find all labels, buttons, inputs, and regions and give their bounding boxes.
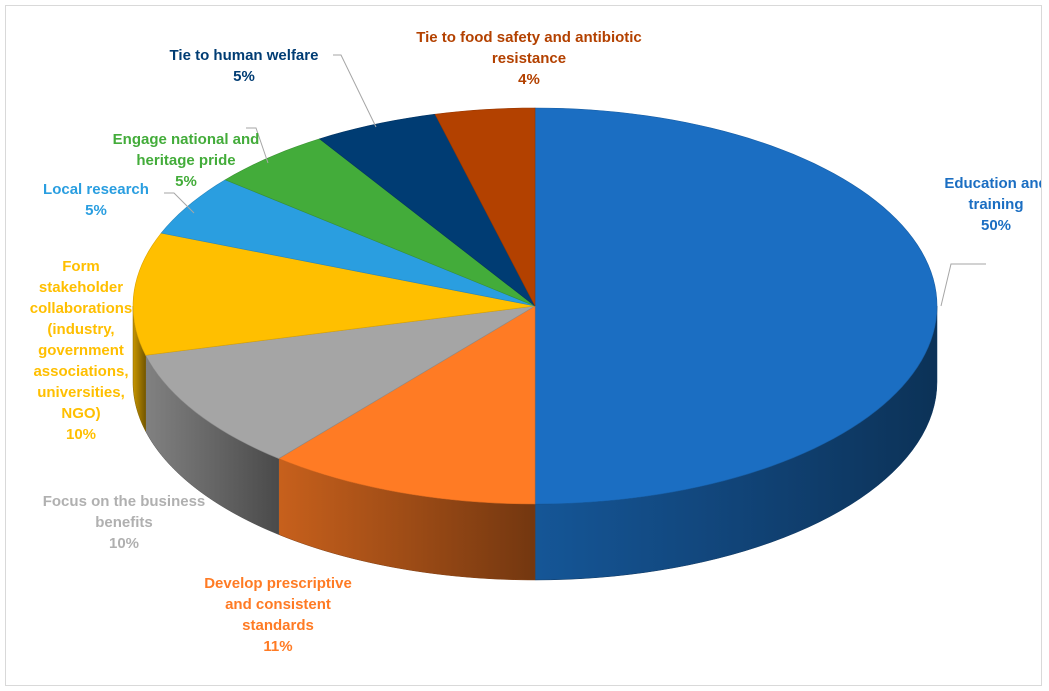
pie-slice-tie-to-food-safety-and-antibiotic-resistance [434,107,536,307]
slice-label-local-research: Local research 5% [43,181,149,219]
slice-labels: Education and training 50% Develop prescrip… [30,29,1042,655]
slice-label-line: resistance [492,50,566,67]
slice-label-line: universities, [37,384,125,401]
slice-label-line: Tie to food safety and antibiotic [416,29,642,46]
leader-line-education-and-training [940,263,986,307]
slice-label-line: Local research [43,181,149,198]
slice-label-line: (industry, [47,321,114,338]
slice-label-tie-to-human-welfare: Tie to human welfare 5% [170,47,319,85]
pie-slice-focus-on-the-business-benefits [145,305,536,459]
pie-slice-develop-prescriptive-and-consistent-standards [278,305,536,505]
slice-label-line: Engage national and [113,131,260,148]
pie-chart: Education and training 50% Develop prescrip… [30,29,1042,655]
pie-tops [132,107,938,505]
slice-label-form-stakeholder-collaborations-industry-government-associations-universities-ngo: Form stakeholder collaborations (industry, g… [30,258,133,443]
slice-label-education-and-training: Education and training 50% [944,175,1042,234]
slice-percent: 10% [109,535,139,552]
slice-label-line: Tie to human welfare [170,47,319,64]
slice-label-tie-to-food-safety-and-antibiotic-resistance: Tie to food safety and antibiotic resista… [416,29,642,88]
slice-label-line: standards [242,617,314,634]
slice-percent: 5% [85,202,107,219]
slice-label-line: NGO) [61,405,100,422]
slice-label-line: Focus on the business [43,493,206,510]
pie-slice-local-research [160,179,536,307]
slice-label-focus-on-the-business-benefits: Focus on the business benefits 10% [43,493,206,552]
pie-slice-tie-to-human-welfare [318,113,536,307]
leader-line-local-research [164,192,195,214]
slice-label-develop-prescriptive-and-consistent-standards: Develop prescriptive and consistent standa… [204,575,352,655]
slice-percent: 10% [66,426,96,443]
slice-label-line: and consistent [225,596,331,613]
pie-slice-education-and-training [534,107,938,505]
slice-label-line: associations, [33,363,128,380]
slice-label-line: benefits [95,514,153,531]
slice-percent: 4% [518,71,540,88]
slice-percent: 11% [263,638,292,655]
slice-percent: 5% [233,68,255,85]
slice-label-line: Develop prescriptive [204,575,352,592]
slice-label-line: Form [62,258,100,275]
slice-label-line: Education and [944,175,1042,192]
leader-line-engage-national-and-heritage-pride [246,127,269,164]
slice-percent: 50% [981,217,1011,234]
chart-frame: Education and training 50% Develop prescrip… [5,5,1042,686]
leader-lines [164,54,986,307]
slice-label-line: government [38,342,124,359]
pie-slice-engage-national-and-heritage-pride [224,138,536,307]
slice-label-line: stakeholder [39,279,123,296]
slice-label-engage-national-and-heritage-pride: Engage national and heritage pride 5% [113,131,260,190]
slice-label-line: collaborations [30,300,133,317]
leader-line-tie-to-human-welfare [333,54,377,128]
slice-label-line: heritage pride [136,152,235,169]
slice-percent: 5% [175,173,197,190]
slice-label-line: training [969,196,1024,213]
pie-slice-form-stakeholder-collaborations-industry-government-associations-universities-ngo [132,232,536,356]
